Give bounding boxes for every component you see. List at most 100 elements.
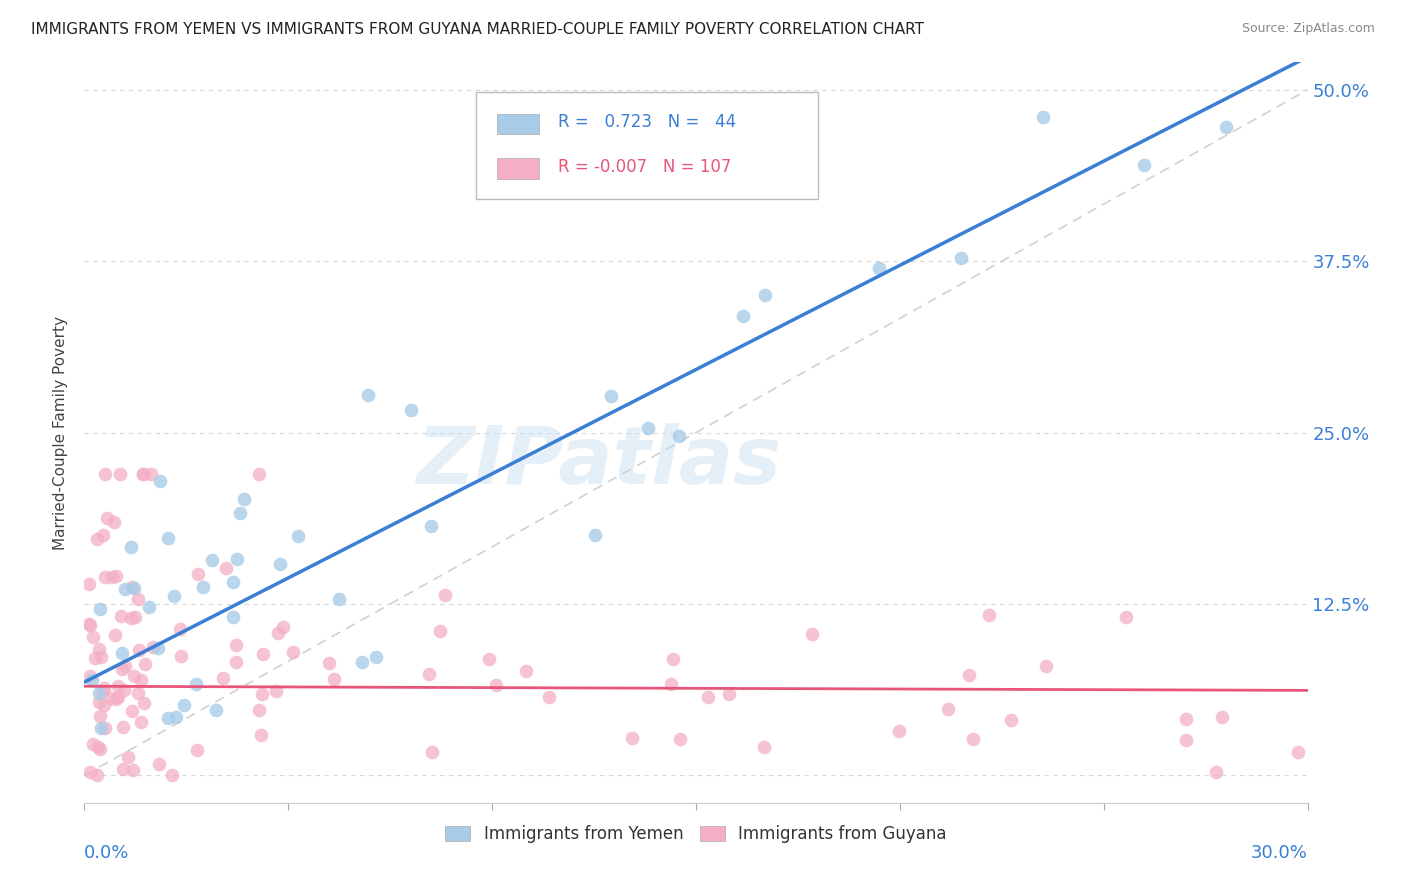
Point	[433, 588, 456, 602]
Point	[146, 640, 169, 655]
Point	[117, 750, 139, 764]
Point	[1133, 158, 1156, 172]
Point	[90, 721, 112, 735]
Point	[138, 599, 160, 614]
Point	[364, 649, 387, 664]
Text: R = -0.007   N = 107: R = -0.007 N = 107	[558, 158, 731, 176]
Point	[1000, 713, 1022, 727]
Point	[269, 558, 291, 572]
Point	[148, 757, 170, 772]
Point	[79, 668, 101, 682]
FancyBboxPatch shape	[496, 113, 540, 135]
Point	[485, 678, 508, 692]
Point	[1205, 764, 1227, 779]
Point	[120, 540, 142, 554]
Point	[120, 611, 142, 625]
Point	[1174, 733, 1197, 747]
Point	[89, 708, 111, 723]
Point	[717, 687, 740, 701]
Point	[621, 731, 644, 745]
Point	[977, 607, 1000, 622]
FancyBboxPatch shape	[475, 92, 818, 200]
Point	[82, 673, 104, 687]
Point	[222, 610, 245, 624]
Point	[356, 387, 378, 401]
Point	[111, 646, 134, 660]
Point	[122, 668, 145, 682]
Text: ZIPatlas: ZIPatlas	[416, 423, 780, 501]
Point	[186, 743, 208, 757]
Point	[87, 739, 110, 754]
Point	[134, 696, 156, 710]
Text: IMMIGRANTS FROM YEMEN VS IMMIGRANTS FROM GUYANA MARRIED-COUPLE FAMILY POVERTY CO: IMMIGRANTS FROM YEMEN VS IMMIGRANTS FROM…	[31, 22, 924, 37]
Point	[420, 519, 443, 533]
FancyBboxPatch shape	[496, 158, 540, 178]
Point	[87, 686, 110, 700]
Point	[668, 429, 690, 443]
Point	[637, 421, 659, 435]
Point	[134, 657, 156, 671]
Point	[264, 684, 287, 698]
Point	[193, 580, 215, 594]
Point	[82, 630, 104, 644]
Point	[287, 529, 309, 543]
Point	[122, 763, 145, 777]
Point	[228, 506, 250, 520]
Point	[93, 569, 115, 583]
Point	[129, 673, 152, 687]
Point	[1115, 610, 1137, 624]
Point	[205, 703, 228, 717]
Point	[149, 474, 172, 488]
Point	[212, 671, 235, 685]
Point	[142, 640, 165, 654]
Point	[127, 592, 149, 607]
Point	[247, 467, 270, 481]
Point	[110, 609, 132, 624]
Point	[112, 762, 135, 776]
Point	[114, 658, 136, 673]
Point	[222, 575, 245, 590]
Point	[89, 695, 111, 709]
Point	[1032, 110, 1054, 124]
Point	[399, 402, 422, 417]
Point	[157, 531, 180, 545]
Point	[537, 690, 560, 704]
Point	[215, 561, 238, 575]
Point	[1211, 710, 1233, 724]
Point	[169, 623, 191, 637]
Point	[225, 655, 247, 669]
Point	[659, 677, 682, 691]
Point	[429, 624, 451, 639]
Point	[89, 602, 111, 616]
Point	[156, 711, 179, 725]
Point	[225, 638, 247, 652]
Point	[1035, 658, 1057, 673]
Point	[111, 720, 134, 734]
Point	[121, 580, 143, 594]
Point	[669, 731, 692, 746]
Point	[112, 683, 135, 698]
Point	[233, 492, 256, 507]
Point	[252, 648, 274, 662]
Point	[105, 568, 128, 582]
Point	[124, 610, 146, 624]
Point	[83, 651, 105, 665]
Point	[94, 467, 117, 481]
Text: 30.0%: 30.0%	[1251, 844, 1308, 862]
Point	[108, 467, 131, 481]
Point	[128, 643, 150, 657]
Point	[283, 645, 305, 659]
Point	[600, 389, 623, 403]
Point	[91, 684, 114, 698]
Point	[318, 656, 340, 670]
Point	[79, 618, 101, 632]
Point	[114, 582, 136, 597]
Point	[250, 687, 273, 701]
Point	[1288, 745, 1310, 759]
Point	[110, 662, 132, 676]
Point	[583, 528, 606, 542]
Point	[170, 649, 193, 664]
Point	[1215, 120, 1237, 134]
Point	[350, 655, 373, 669]
Point	[267, 626, 290, 640]
